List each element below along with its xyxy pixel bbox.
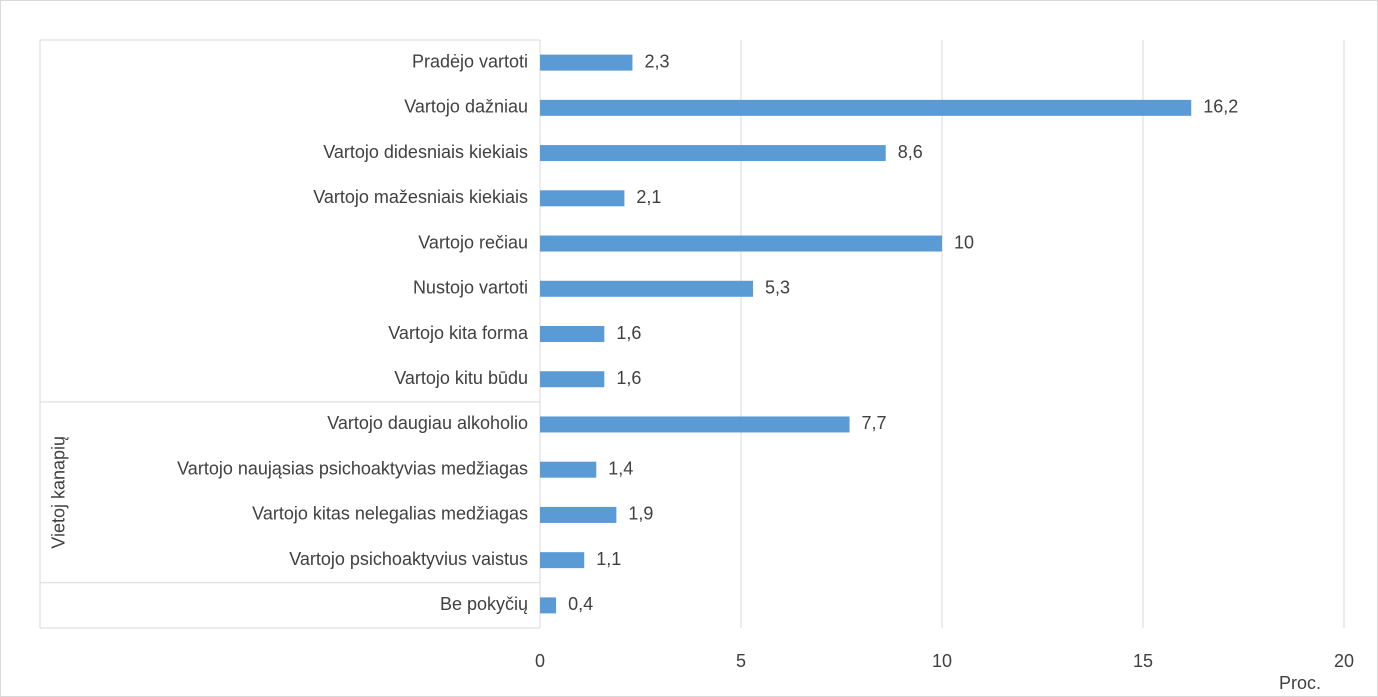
y-tick-label: Vartojo didesniais kiekiais [323, 142, 528, 162]
y-tick-label: Vartojo kitu būdu [394, 368, 528, 388]
y-tick-label: Pradėjo vartoti [412, 51, 528, 71]
bar [540, 326, 605, 342]
bar [540, 280, 754, 297]
data-label: 10 [954, 232, 974, 252]
data-label: 1,1 [596, 549, 621, 569]
y-tick-label: Be pokyčių [440, 594, 528, 614]
data-label: 1,6 [616, 368, 641, 388]
bar [540, 461, 597, 478]
bar [540, 145, 886, 162]
x-tick-label: 10 [932, 651, 952, 671]
bar [540, 552, 585, 569]
data-label: 16,2 [1203, 97, 1238, 117]
y-tick-label: Vartojo naująsias psichoaktyvias medžiag… [177, 458, 528, 478]
bar [540, 597, 557, 614]
bar [540, 54, 633, 71]
data-label: 2,1 [636, 187, 661, 207]
y-tick-label: Nustojo vartoti [413, 278, 528, 298]
bar [540, 99, 1192, 116]
data-label: 7,7 [862, 413, 887, 433]
data-label: 1,6 [616, 323, 641, 343]
bar [540, 190, 625, 207]
data-label: 5,3 [765, 278, 790, 298]
x-tick-label: 15 [1133, 651, 1153, 671]
x-tick-label: 20 [1334, 651, 1354, 671]
y-tick-label: Vartojo psichoaktyvius vaistus [289, 549, 528, 569]
x-axis-label: Proc. [1279, 673, 1321, 693]
y-tick-label: Vartojo kitas nelegalias medžiagas [252, 504, 528, 524]
x-tick-label: 0 [535, 651, 545, 671]
y-tick-label: Vartojo kita forma [388, 323, 529, 343]
data-label: 1,9 [628, 504, 653, 524]
x-tick-label: 5 [736, 651, 746, 671]
y-tick-label: Vartojo daugiau alkoholio [327, 413, 528, 433]
data-label: 1,4 [608, 458, 633, 478]
bar [540, 371, 605, 388]
y-tick-label: Vartojo mažesniais kiekiais [313, 187, 528, 207]
y-tick-label: Vartojo dažniau [404, 97, 528, 117]
bar [540, 416, 850, 433]
bar [540, 235, 942, 252]
y-tick-label: Vartojo rečiau [418, 232, 528, 252]
data-label: 8,6 [898, 142, 923, 162]
data-label: 2,3 [644, 51, 669, 71]
category-group-label: Vietoj kanapių [49, 436, 69, 549]
data-label: 0,4 [568, 594, 593, 614]
bar [540, 506, 617, 523]
